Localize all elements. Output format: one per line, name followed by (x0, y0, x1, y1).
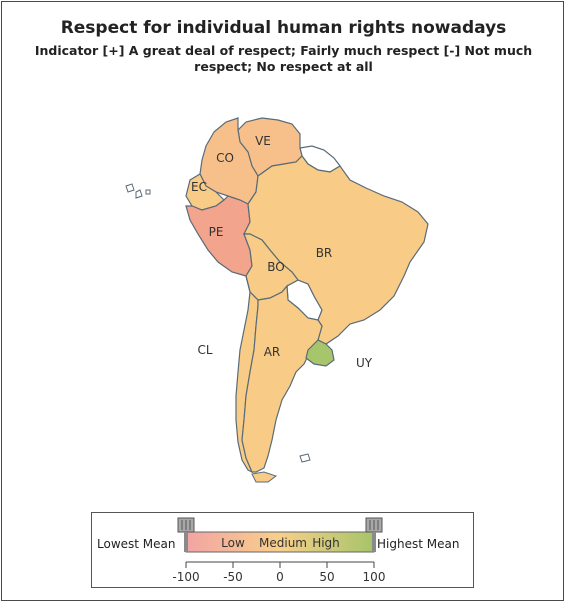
label-pe: PE (209, 225, 224, 239)
label-ec: EC (191, 180, 207, 194)
region-uy[interactable] (305, 339, 335, 367)
legend-highest-mean-label: Highest Mean (377, 537, 460, 551)
map-subtitle: Indicator [+] A great deal of respect; F… (34, 43, 533, 74)
label-ve: VE (255, 134, 271, 148)
falkland-islands (299, 453, 311, 463)
tierra-del-fuego (251, 471, 278, 483)
label-cl: CL (197, 343, 212, 357)
region-ar[interactable] (241, 284, 323, 473)
galapagos-islands (125, 183, 151, 199)
label-uy: UY (356, 356, 373, 370)
label-co: CO (216, 151, 234, 165)
legend-lowest-mean-label: Lowest Mean (97, 537, 176, 551)
label-ar: AR (264, 345, 281, 359)
label-bo: BO (267, 260, 284, 274)
map-title: Respect for individual human rights nowa… (60, 18, 507, 38)
label-br: BR (316, 246, 333, 260)
